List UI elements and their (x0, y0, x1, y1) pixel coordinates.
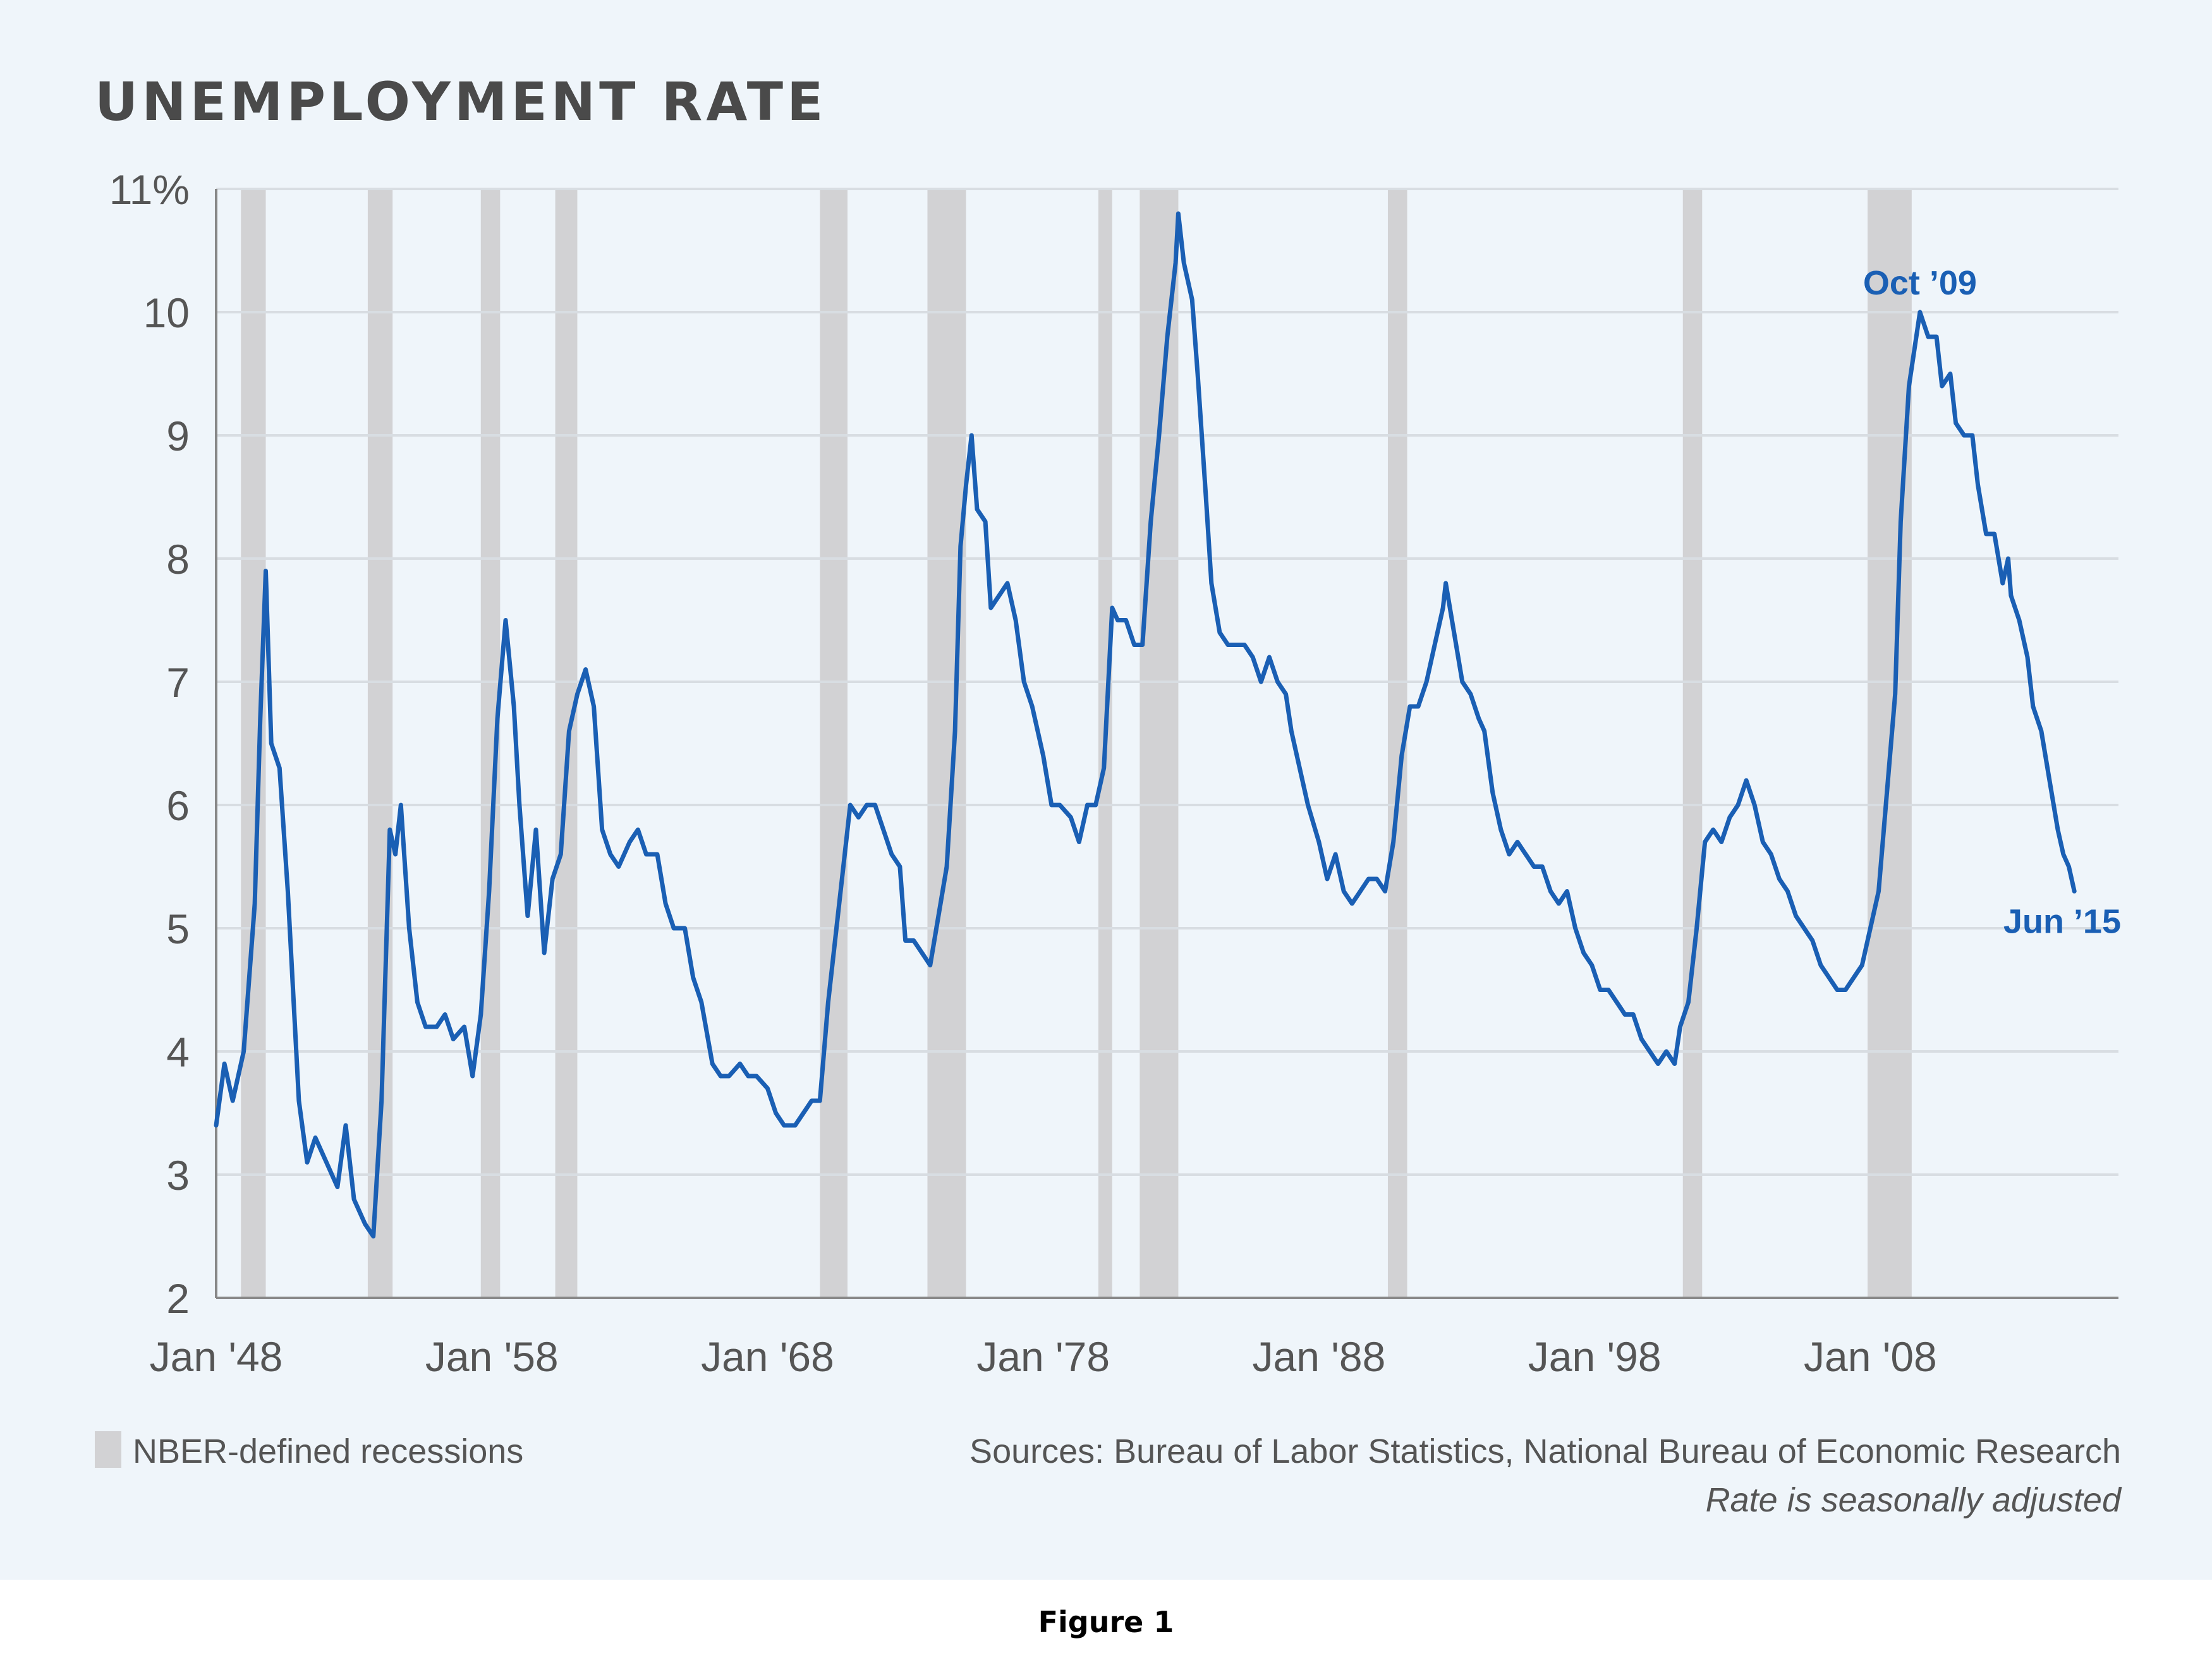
y-tick-label: 4 (166, 1029, 190, 1075)
sources-text: Sources: Bureau of Labor Statistics, Nat… (969, 1432, 2121, 1470)
annotation-latest: Jun ’15 (2003, 903, 2121, 941)
y-tick-label: 3 (166, 1152, 190, 1199)
recession-band (820, 189, 848, 1298)
recession-band (1139, 189, 1179, 1298)
y-tick-label: 10 (143, 289, 190, 336)
x-tick-label: Jan '58 (425, 1333, 559, 1380)
y-tick-label: 5 (166, 905, 190, 952)
x-tick-label: Jan '08 (1804, 1333, 1937, 1380)
recession-band (1682, 189, 1703, 1298)
figure-caption: Figure 1 (1038, 1605, 1174, 1639)
x-tick-label: Jan '48 (150, 1333, 283, 1380)
annotations: Oct ’09 Jun ’15 (1863, 264, 2121, 941)
legend-label: NBER-defined recessions (133, 1432, 523, 1470)
chart-title: UNEMPLOYMENT RATE (95, 71, 827, 133)
series-line-group (214, 211, 2077, 1238)
x-tick-label: Jan '98 (1528, 1333, 1662, 1380)
y-tick-label: 7 (166, 659, 190, 706)
recession-band (241, 189, 266, 1298)
note-text: Rate is seasonally adjusted (1706, 1481, 2122, 1519)
legend-swatch (95, 1431, 121, 1468)
y-tick-label: 8 (166, 536, 190, 583)
y-tick-label: 6 (166, 782, 190, 829)
recession-band (927, 189, 966, 1298)
y-tick-label: 9 (166, 413, 190, 459)
recession-bands (241, 189, 1912, 1298)
unemployment-chart: UNEMPLOYMENT RATE 2 3 4 5 6 7 8 9 10 11% Jan '48 Ja… (95, 71, 2122, 1519)
series-line (214, 211, 2077, 1238)
y-tick-label: 2 (166, 1275, 190, 1322)
gridlines (216, 188, 2118, 1176)
x-tick-label: Jan '78 (976, 1333, 1110, 1380)
annotation-peak: Oct ’09 (1863, 264, 1977, 302)
x-tick-label: Jan '68 (701, 1333, 834, 1380)
axes: 2 3 4 5 6 7 8 9 10 11% Jan '48 Jan '58 Jan '68 Jan '7… (109, 166, 2118, 1380)
y-tick-label: 11% (109, 166, 190, 213)
x-tick-label: Jan '88 (1253, 1333, 1386, 1380)
